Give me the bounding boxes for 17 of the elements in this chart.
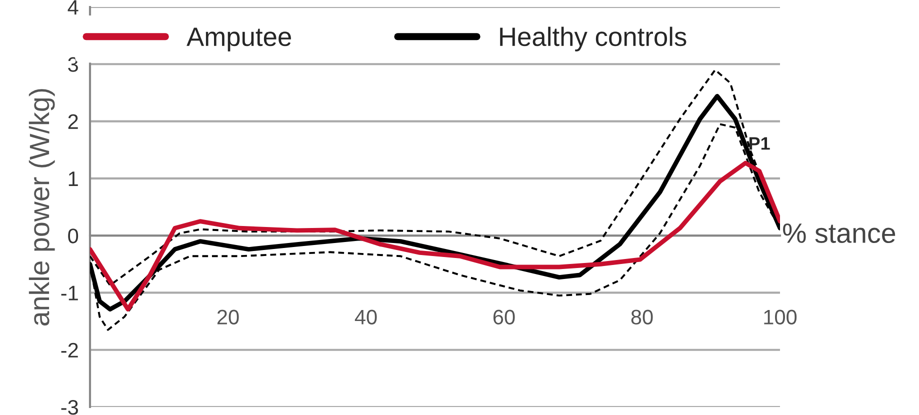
y-tick-label: -1: [61, 286, 78, 300]
y-axis-title: ankle power (W/kg): [28, 89, 55, 326]
x-tick-label: 80: [631, 310, 653, 324]
x-tick-label: 20: [217, 310, 239, 324]
x-tick-label: 60: [493, 310, 515, 324]
y-tick-label: 0: [68, 228, 78, 244]
y-tick-label: -3: [61, 400, 78, 415]
x-tick-label: 100: [764, 310, 797, 324]
y-tick-label: -2: [61, 342, 78, 358]
y-tick-label: 4: [68, 0, 78, 15]
legend-label: Healthy controls: [500, 26, 686, 52]
y-tick-label: 1: [68, 172, 78, 186]
annotation: P1: [749, 137, 770, 150]
y-tick-label: 2: [68, 114, 78, 129]
x-tick-label: 40: [354, 310, 377, 324]
x-axis-title: % stance: [783, 223, 896, 244]
legend-label: Amputee: [186, 28, 291, 52]
